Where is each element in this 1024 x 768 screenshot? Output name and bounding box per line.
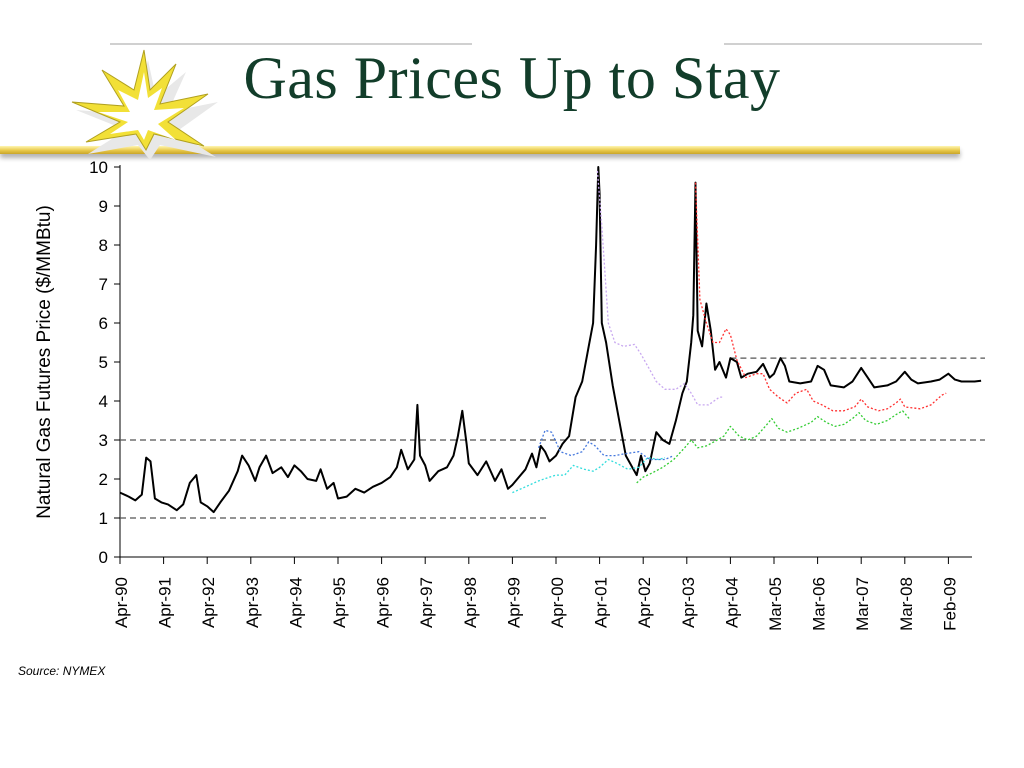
y-tick-label-10: 10 [89, 158, 108, 177]
x-tick-label-Mar-07: Mar-07 [853, 577, 872, 631]
x-tick-label-Feb-09: Feb-09 [940, 577, 959, 631]
x-tick-label-Apr-91: Apr-91 [156, 577, 175, 628]
x-tick-label-Mar-05: Mar-05 [766, 577, 785, 631]
x-tick-label-Apr-94: Apr-94 [286, 577, 305, 628]
series-line-5 [636, 410, 910, 484]
y-tick-label-0: 0 [99, 548, 108, 567]
series-line-0 [119, 166, 982, 514]
x-tick-label-Apr-04: Apr-04 [722, 577, 741, 628]
x-tick-label-Mar-06: Mar-06 [810, 577, 829, 631]
y-tick-label-5: 5 [99, 353, 108, 372]
x-tick-label-Apr-92: Apr-92 [199, 577, 218, 628]
y-tick-label-9: 9 [99, 197, 108, 216]
x-tick-label-Apr-90: Apr-90 [112, 577, 131, 628]
x-tick-label-Apr-96: Apr-96 [374, 577, 393, 628]
x-tick-label-Apr-02: Apr-02 [635, 577, 654, 628]
y-tick-label-1: 1 [99, 509, 108, 528]
y-tick-label-7: 7 [99, 275, 108, 294]
y-axis-title: Natural Gas Futures Price ($/MMBtu) [34, 205, 55, 519]
series-line-2 [537, 429, 674, 461]
series-line-1 [512, 456, 666, 494]
top-rule-right [724, 43, 982, 45]
top-rule-left [110, 43, 472, 45]
slide-title: Gas Prices Up to Stay [243, 45, 781, 111]
x-tick-label-Apr-97: Apr-97 [417, 577, 436, 628]
y-tick-label-4: 4 [99, 392, 108, 411]
x-tick-label-Apr-98: Apr-98 [461, 577, 480, 628]
x-tick-label-Apr-03: Apr-03 [679, 577, 698, 628]
y-tick-label-3: 3 [99, 431, 108, 450]
title-underline-bar [0, 146, 960, 154]
source-note: Source: NYMEX [18, 664, 106, 678]
x-tick-label-Apr-00: Apr-00 [548, 577, 567, 628]
x-tick-label-Apr-95: Apr-95 [330, 577, 349, 628]
starburst-logo-icon [71, 49, 218, 160]
x-tick-label-Apr-93: Apr-93 [243, 577, 262, 628]
x-tick-label-Apr-01: Apr-01 [592, 577, 611, 628]
y-tick-label-6: 6 [99, 314, 108, 333]
y-tick-label-8: 8 [99, 236, 108, 255]
x-tick-label-Mar-08: Mar-08 [897, 577, 916, 631]
x-tick-label-Apr-99: Apr-99 [504, 577, 523, 628]
y-tick-label-2: 2 [99, 470, 108, 489]
series-line-4 [694, 182, 947, 412]
series-line-3 [596, 170, 724, 406]
